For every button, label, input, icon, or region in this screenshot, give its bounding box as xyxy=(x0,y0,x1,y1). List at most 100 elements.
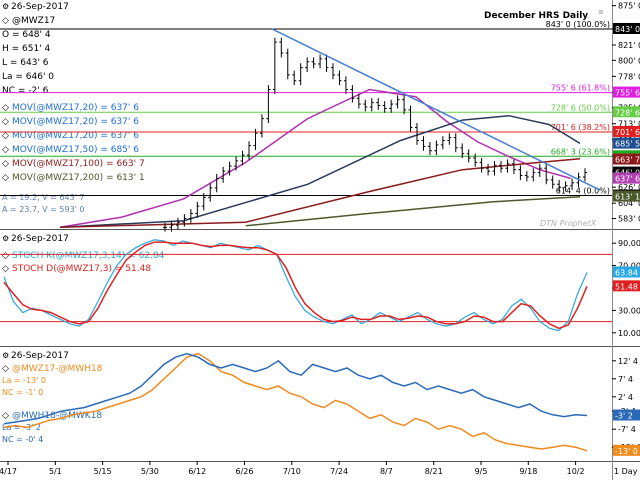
price-chart-title: December HRS Daily xyxy=(484,11,588,21)
ohlc-bar xyxy=(511,159,516,175)
ohlc-bar xyxy=(583,168,587,182)
spread-quote-line: La = -3' 2 xyxy=(2,423,41,432)
ohlc-bar xyxy=(460,143,465,159)
spread-line xyxy=(3,352,588,425)
fib-level-label: 614' 4 (0.0%) xyxy=(556,187,610,196)
ohlc-bar xyxy=(434,140,439,156)
fibonacci-levels: 843' 0 (100.0%) 755' 6 (61.8%) 728' 6 (50.… xyxy=(0,20,612,197)
spread-quote-line: NC = -1' 0 xyxy=(2,388,43,397)
ohlc-bar xyxy=(505,159,510,173)
stoch-reference-lines xyxy=(0,253,612,323)
ohlc-bar xyxy=(440,136,445,150)
moving-average-line xyxy=(59,157,581,229)
ohlc-bar xyxy=(208,183,213,202)
spread-quote-line: NC = -0' 4 xyxy=(2,435,43,444)
fib-tag: 843' 0 xyxy=(615,25,640,34)
ohlc-bar xyxy=(182,214,187,227)
fib-level-label: 755' 6 (61.8%) xyxy=(551,84,610,93)
spread-panel-header: ⚙ 26-Sep-2017 xyxy=(2,351,69,361)
ohlc-bar xyxy=(311,57,316,69)
moving-average-lines xyxy=(59,88,581,229)
stoch-settings-icon[interactable]: ⚙ xyxy=(2,234,9,243)
diamond-icon: ◇ xyxy=(2,173,9,183)
value-tag-bg xyxy=(613,153,640,165)
spread-legend-item: @MWZ17-@MWH18 xyxy=(12,364,103,374)
diamond-icon: ◇ xyxy=(2,16,9,26)
value-tag: 685' 5 xyxy=(615,140,640,149)
diamond-icon: ◇ xyxy=(2,103,9,113)
spread-settings-icon[interactable]: ⚙ xyxy=(2,351,9,360)
y-tick-label: 778' 0 xyxy=(618,72,640,81)
y-tick-label: 7' 4 xyxy=(618,375,633,384)
x-tick-label: 9/18 xyxy=(519,467,537,476)
y-tick-label: 2' 4 xyxy=(618,393,633,402)
x-tick-label: 5/15 xyxy=(94,467,112,476)
spread-line xyxy=(3,352,588,452)
fib-tag-bg xyxy=(613,106,640,118)
value-tag-bg xyxy=(613,137,640,149)
ohlc-bar xyxy=(537,163,542,177)
quote-line: NC = -2' 6 xyxy=(2,86,49,96)
ohlc-bar xyxy=(318,54,323,69)
ohlc-bar xyxy=(214,174,219,193)
ohlc-bar xyxy=(382,101,387,113)
x-tick-label: 5/1 xyxy=(49,467,62,476)
settings-gear-icon[interactable]: ⚙ xyxy=(2,2,9,11)
spread-panel-date: 26-Sep-2017 xyxy=(11,351,69,361)
spread-quote-line: La = -13' 0 xyxy=(2,376,46,385)
ohlc-bar xyxy=(227,161,232,176)
fib-tag: 755' 6 xyxy=(615,89,640,98)
value-tag: 663' 7 xyxy=(615,156,640,165)
ohlc-bar xyxy=(544,163,549,185)
ohlc-bar xyxy=(557,179,562,192)
fib-level-label: 843' 0 (100.0%) xyxy=(546,20,610,29)
period-label[interactable]: 1 Day xyxy=(614,467,638,476)
stoch-lines xyxy=(3,239,588,332)
diamond-icon: ◇ xyxy=(2,145,9,155)
ohlc-bar xyxy=(298,63,303,86)
quote-line: L = 643' 6 xyxy=(2,58,49,68)
stoch-panel-header: ⚙ 26-Sep-2017 xyxy=(2,234,69,244)
price-panel-header: ⚙ 26-Sep-2017 ◇ @MWZ17 December HRS Dail… xyxy=(2,2,604,26)
spread-tag: -13' 0 xyxy=(615,447,638,456)
x-tick-label: 5/30 xyxy=(141,467,159,476)
ohlc-bar xyxy=(473,153,478,167)
ohlc-bar xyxy=(259,114,264,138)
quote-line: H = 651' 4 xyxy=(2,44,51,54)
value-tag: 613' 1 xyxy=(615,193,640,202)
diamond-icon: ◇ xyxy=(2,364,9,374)
ohlc-bar xyxy=(292,70,297,86)
ohlc-bar xyxy=(363,99,368,112)
x-tick-label: 6/12 xyxy=(188,467,206,476)
diamond-icon: ◇ xyxy=(2,411,9,421)
spread-axis-tags: -13' 0 -3' 2 xyxy=(613,409,640,456)
diamond-icon: ◇ xyxy=(2,131,9,141)
ohlc-bar xyxy=(550,175,555,189)
ohlc-bar xyxy=(486,163,491,176)
fib-tag-bg xyxy=(613,86,640,98)
ohlc-bar xyxy=(395,95,400,109)
stoch-line xyxy=(3,239,588,332)
ohlc-bar xyxy=(427,141,432,156)
ohlc-bar xyxy=(343,76,348,94)
stoch-legend-item: STOCH K(@MWZ17,3,14) = 62.84 xyxy=(12,251,165,261)
fib-tag-bg xyxy=(613,22,640,34)
spread-lines xyxy=(3,352,588,452)
ohlc-bar xyxy=(195,201,200,218)
x-tick-label: 10/2 xyxy=(567,467,585,476)
value-tag-bg xyxy=(613,172,640,184)
stoch-legend-item: STOCH D(@MWZ17,3) = 51.48 xyxy=(12,264,151,274)
ohlc-bar xyxy=(175,217,180,230)
y-tick-label: 626' 0 xyxy=(618,183,640,192)
ohlc-bar xyxy=(421,136,426,151)
ohlc-bars xyxy=(163,37,587,232)
x-tick-label: 4/17 xyxy=(0,467,17,476)
ohlc-bar xyxy=(408,105,413,132)
trendline xyxy=(271,28,601,191)
y-tick-label: 875' 0 xyxy=(618,2,640,11)
diamond-icon: ◇ xyxy=(2,159,9,169)
x-tick-label: 9/5 xyxy=(475,467,488,476)
fib-tag: 728' 6 xyxy=(615,108,640,117)
